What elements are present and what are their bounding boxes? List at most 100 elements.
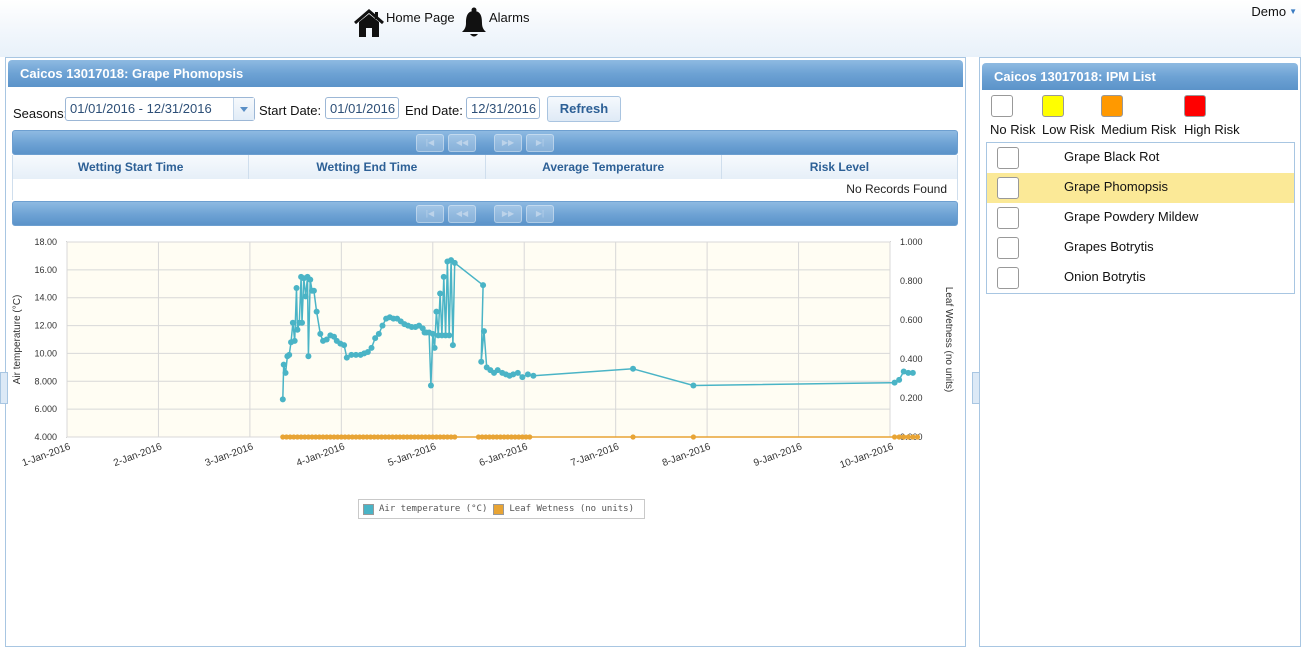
home-page-link[interactable]: Home Page: [354, 6, 455, 38]
user-menu[interactable]: Demo ▼: [1251, 4, 1297, 19]
legend-item-air-temperature[interactable]: Air temperature (°C): [363, 503, 487, 515]
leaf-wetness-point: [386, 434, 392, 440]
leaf-wetness-point: [910, 434, 916, 440]
air-temperature-point: [341, 342, 348, 349]
prev-page-icon[interactable]: ◀◀: [448, 205, 476, 223]
leaf-wetness-point: [342, 434, 348, 440]
leaf-wetness-point: [444, 434, 451, 440]
leaf-wetness-point: [433, 434, 440, 440]
leaf-wetness-point: [382, 434, 388, 440]
leaf-wetness-point: [505, 434, 511, 440]
risk-legend: No Risk Low Risk Medium Risk High Risk: [989, 95, 1289, 139]
ipm-item-grapes-botrytis[interactable]: Grapes Botrytis: [987, 233, 1294, 263]
air-temperature-point: [896, 376, 903, 383]
air-temperature-point: [305, 353, 312, 360]
weather-chart: 1-Jan-2016 2-Jan-2016 3-Jan-2016 4-Jan-2016…: [12, 237, 954, 471]
column-header-wetting-start[interactable]: Wetting Start Time: [13, 155, 250, 179]
leaf-wetness-point: [486, 434, 493, 440]
air-temperature-point: [293, 284, 300, 291]
grid-header: Wetting Start Time Wetting End Time Aver…: [12, 155, 958, 179]
leaf-wetness-point: [630, 434, 636, 440]
y-tick-label: 6.000: [34, 404, 57, 414]
leaf-wetness-point: [519, 434, 525, 440]
ipm-item-label: Grapes Botrytis: [1064, 239, 1154, 254]
column-header-wetting-end[interactable]: Wetting End Time: [249, 155, 486, 179]
y-tick-label: 16.00: [34, 265, 57, 275]
leaf-wetness-point: [309, 434, 315, 440]
seasons-value: 01/01/2016 - 12/31/2016: [70, 101, 212, 116]
x-tick-label: 5-Jan-2016: [386, 441, 438, 469]
air-temperature-point: [449, 342, 456, 349]
high-risk-label: High Risk: [1184, 122, 1240, 137]
prev-page-icon[interactable]: ◀◀: [448, 134, 476, 152]
start-date-input[interactable]: 01/01/2016: [325, 97, 399, 119]
leaf-wetness-point: [353, 434, 359, 440]
y-tick-label: 18.00: [34, 237, 57, 247]
risk-status-indicator: [997, 147, 1019, 169]
low-risk-swatch: [1042, 95, 1064, 117]
leaf-wetness-point: [378, 434, 385, 440]
leaf-wetness-point: [367, 434, 374, 440]
air-temperature-point: [352, 351, 359, 358]
leaf-wetness-point: [490, 434, 496, 440]
left-collapse-tab[interactable]: [0, 372, 8, 404]
leaf-wetness-point: [448, 434, 454, 440]
end-date-label: End Date:: [405, 103, 463, 118]
ipm-item-onion-botrytis[interactable]: Onion Botrytis: [987, 263, 1294, 293]
seasons-select[interactable]: 01/01/2016 - 12/31/2016: [65, 97, 255, 121]
air-temperature-point: [302, 293, 309, 300]
air-temperature-point: [440, 273, 447, 280]
leaf-wetness-point: [494, 434, 500, 440]
air-temperature-point: [364, 349, 371, 356]
filter-bar: Seasons: 01/01/2016 - 12/31/2016 Start D…: [7, 96, 957, 124]
leaf-wetness-point: [914, 434, 921, 440]
risk-status-indicator: [997, 267, 1019, 289]
air-temperature-point: [279, 396, 286, 403]
last-page-icon[interactable]: ▶|: [526, 205, 554, 223]
chart-legend: Air temperature (°C) Leaf Wetness (no un…: [358, 499, 645, 519]
legend-item-leaf-wetness[interactable]: Leaf Wetness (no units): [493, 503, 634, 515]
next-page-icon[interactable]: ▶▶: [494, 134, 522, 152]
leaf-wetness-point: [291, 434, 297, 440]
air-temperature-point: [524, 371, 531, 378]
leaf-wetness-point: [437, 434, 443, 440]
first-page-icon[interactable]: |◀: [416, 205, 444, 223]
air-temperature-point: [289, 319, 296, 326]
ipm-item-label: Grape Phomopsis: [1064, 179, 1169, 194]
column-header-risk-level[interactable]: Risk Level: [809, 160, 870, 174]
leaf-wetness-point: [393, 434, 399, 440]
leaf-wetness-point: [280, 434, 286, 440]
chevron-down-icon[interactable]: [233, 98, 254, 120]
air-temperature-point: [480, 282, 487, 289]
x-tick-label: 8-Jan-2016: [661, 441, 713, 469]
no-risk-swatch: [991, 95, 1013, 117]
home-icon: [354, 9, 384, 37]
home-page-label: Home Page: [386, 10, 455, 25]
bell-icon: [462, 7, 486, 37]
leaf-wetness-point: [360, 434, 366, 440]
medium-risk-label: Medium Risk: [1101, 122, 1177, 137]
end-date-input[interactable]: 12/31/2016: [466, 97, 540, 119]
grid-pager-bottom: |◀ ◀◀ ▶▶ ▶|: [12, 201, 958, 226]
risk-status-indicator: [997, 207, 1019, 229]
legend-swatch-leaf-wetness: [493, 503, 505, 515]
ipm-item-grape-phomopsis[interactable]: Grape Phomopsis: [987, 173, 1294, 203]
alarms-link[interactable]: Alarms: [461, 6, 529, 38]
air-temperature-point: [310, 287, 317, 294]
leaf-wetness-point: [364, 434, 370, 440]
last-page-icon[interactable]: ▶|: [526, 134, 554, 152]
air-temperature-point: [282, 369, 289, 376]
y-tick-label: 8.000: [34, 376, 57, 386]
next-page-icon[interactable]: ▶▶: [494, 205, 522, 223]
ipm-item-grape-black-rot[interactable]: Grape Black Rot: [987, 143, 1294, 173]
air-temperature-point: [433, 308, 440, 315]
panel-title: Caicos 13017018: Grape Phomopsis: [8, 60, 963, 87]
first-page-icon[interactable]: |◀: [416, 134, 444, 152]
y-axis-label: Air temperature (°C): [12, 295, 23, 385]
column-header-average-temperature[interactable]: Average Temperature: [486, 155, 722, 179]
y-tick-label: 12.00: [34, 321, 57, 331]
refresh-button[interactable]: Refresh: [547, 96, 621, 122]
ipm-item-grape-powdery-mildew[interactable]: Grape Powdery Mildew: [987, 203, 1294, 233]
grid-pager-top: |◀ ◀◀ ▶▶ ▶|: [12, 130, 958, 155]
y-tick-label: 14.00: [34, 293, 57, 303]
